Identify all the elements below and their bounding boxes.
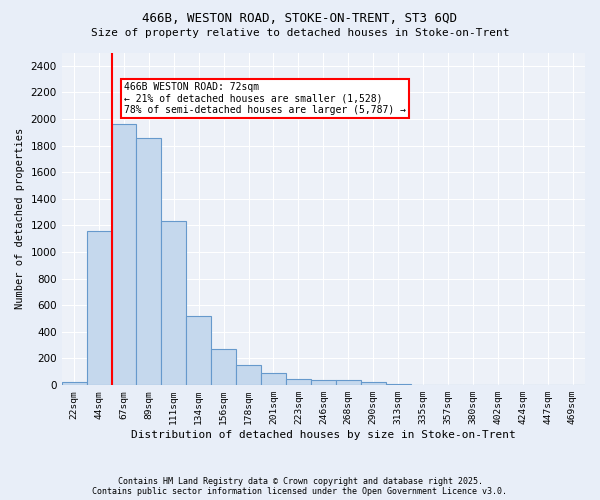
Text: 466B, WESTON ROAD, STOKE-ON-TRENT, ST3 6QD: 466B, WESTON ROAD, STOKE-ON-TRENT, ST3 6… <box>143 12 458 26</box>
Bar <box>311 380 336 385</box>
Bar <box>236 365 261 385</box>
Text: Contains public sector information licensed under the Open Government Licence v3: Contains public sector information licen… <box>92 487 508 496</box>
Bar <box>410 384 436 385</box>
Bar <box>62 382 86 385</box>
Y-axis label: Number of detached properties: Number of detached properties <box>15 128 25 310</box>
Bar <box>161 222 186 385</box>
Bar <box>261 373 286 385</box>
Bar <box>186 316 211 385</box>
Bar <box>336 380 361 385</box>
X-axis label: Distribution of detached houses by size in Stoke-on-Trent: Distribution of detached houses by size … <box>131 430 516 440</box>
Bar <box>136 138 161 385</box>
Bar <box>361 382 386 385</box>
Bar <box>460 384 485 385</box>
Bar <box>286 379 311 385</box>
Text: Contains HM Land Registry data © Crown copyright and database right 2025.: Contains HM Land Registry data © Crown c… <box>118 477 482 486</box>
Bar <box>386 384 410 385</box>
Bar <box>112 124 136 385</box>
Text: Size of property relative to detached houses in Stoke-on-Trent: Size of property relative to detached ho… <box>91 28 509 38</box>
Bar <box>211 349 236 385</box>
Bar <box>86 231 112 385</box>
Text: 466B WESTON ROAD: 72sqm
← 21% of detached houses are smaller (1,528)
78% of semi: 466B WESTON ROAD: 72sqm ← 21% of detache… <box>124 82 406 115</box>
Bar <box>436 384 460 385</box>
